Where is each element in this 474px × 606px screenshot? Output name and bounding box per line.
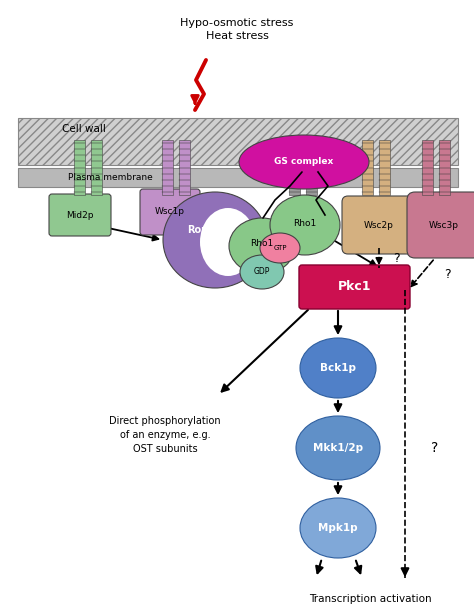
- Bar: [180, 140, 191, 195]
- Ellipse shape: [240, 255, 284, 289]
- Ellipse shape: [163, 192, 267, 288]
- Text: Wsc2p: Wsc2p: [364, 221, 394, 230]
- Bar: [163, 140, 173, 195]
- Bar: [422, 140, 434, 195]
- Bar: [74, 140, 85, 195]
- Text: Pkc1: Pkc1: [338, 281, 371, 293]
- Text: Rho1: Rho1: [250, 239, 273, 247]
- FancyBboxPatch shape: [342, 196, 416, 254]
- Bar: [439, 140, 450, 195]
- Bar: [290, 140, 301, 195]
- Text: GS complex: GS complex: [274, 158, 334, 167]
- Text: Mpk1p: Mpk1p: [318, 523, 358, 533]
- FancyBboxPatch shape: [49, 194, 111, 236]
- Bar: [91, 140, 102, 195]
- Text: Rho1: Rho1: [293, 219, 317, 227]
- FancyBboxPatch shape: [299, 265, 410, 309]
- Text: GTP: GTP: [273, 245, 287, 251]
- Ellipse shape: [296, 416, 380, 480]
- Ellipse shape: [300, 498, 376, 558]
- Text: Mkk1/2p: Mkk1/2p: [313, 443, 363, 453]
- Bar: [307, 140, 318, 195]
- Text: ?: ?: [392, 251, 399, 264]
- Text: Cell wall: Cell wall: [62, 124, 106, 134]
- Text: Hypo-osmotic stress
Heat stress: Hypo-osmotic stress Heat stress: [180, 18, 294, 41]
- FancyBboxPatch shape: [407, 192, 474, 258]
- Ellipse shape: [239, 135, 369, 189]
- Text: ?: ?: [444, 268, 450, 282]
- Ellipse shape: [270, 195, 340, 255]
- Text: Wsc3p: Wsc3p: [429, 221, 459, 230]
- Text: Rom2: Rom2: [188, 225, 219, 235]
- Text: Transcription activation: Transcription activation: [309, 594, 431, 604]
- Ellipse shape: [200, 208, 256, 276]
- Text: Plasma membrane: Plasma membrane: [68, 173, 153, 182]
- Bar: [363, 140, 374, 195]
- Text: Wsc1p: Wsc1p: [155, 207, 185, 216]
- Text: GDP: GDP: [254, 267, 270, 276]
- Bar: [380, 140, 391, 195]
- Bar: [18, 168, 458, 187]
- Text: Direct phosphorylation
of an enzyme, e.g.
OST subunits: Direct phosphorylation of an enzyme, e.g…: [109, 416, 221, 454]
- Ellipse shape: [229, 218, 295, 274]
- FancyBboxPatch shape: [140, 189, 200, 235]
- Text: ?: ?: [431, 441, 438, 455]
- Text: Mid2p: Mid2p: [66, 210, 94, 219]
- Text: Bck1p: Bck1p: [320, 363, 356, 373]
- Ellipse shape: [260, 233, 300, 263]
- Bar: [18, 118, 458, 165]
- Ellipse shape: [300, 338, 376, 398]
